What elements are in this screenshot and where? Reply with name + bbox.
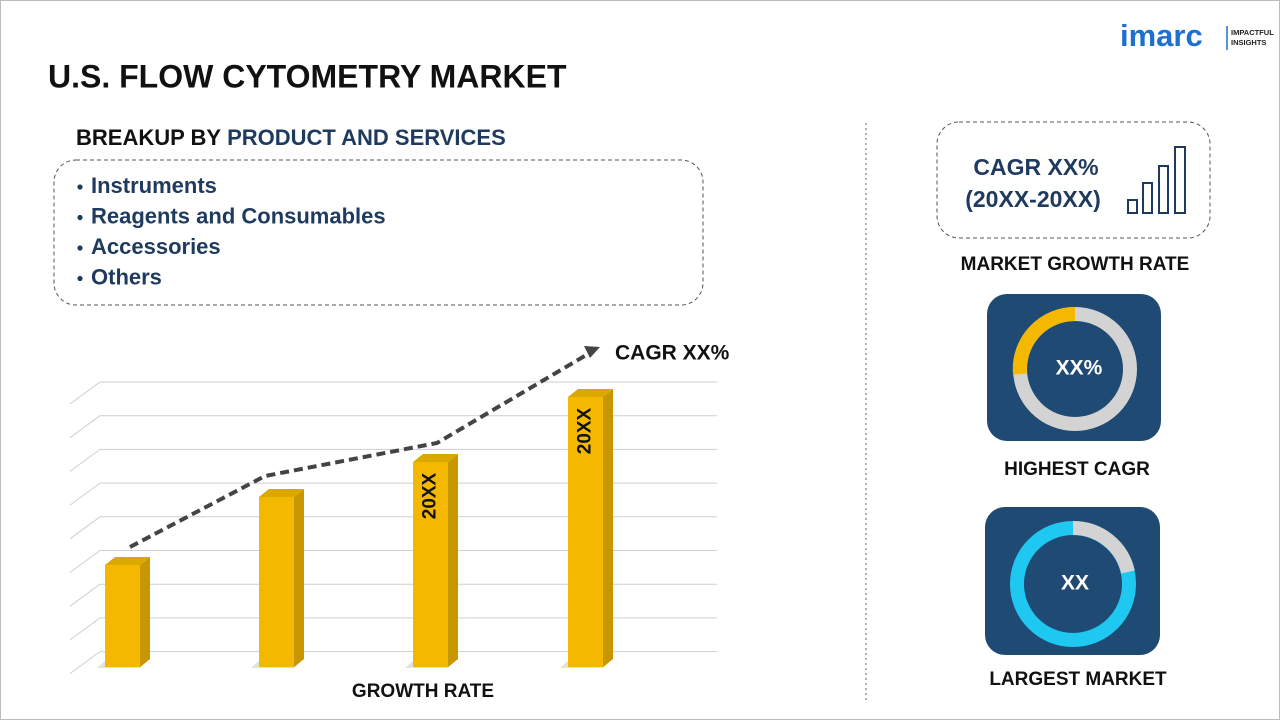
- highest-value: XX%: [1056, 357, 1103, 380]
- growth-value: CAGR XX%: [973, 154, 1098, 180]
- bar-top: [568, 389, 613, 397]
- trend-label: CAGR XX%: [615, 342, 730, 365]
- bar-side: [294, 489, 304, 667]
- grid-slant: [69, 482, 101, 506]
- bar-top: [105, 557, 150, 565]
- highest-caption: HIGHEST CAGR: [1004, 459, 1150, 480]
- bar-label: 20XX: [575, 407, 596, 454]
- grid-slant: [69, 415, 101, 439]
- growth-box: [936, 121, 1211, 239]
- breakup-item: Reagents and Consumables: [91, 203, 386, 228]
- logo-brand: imarc: [1120, 18, 1203, 53]
- breakup-list: Instruments Reagents and Consumables Acces…: [77, 173, 386, 289]
- largest-value: XX: [1061, 572, 1089, 595]
- bar-side: [603, 389, 613, 667]
- bar-top: [413, 454, 458, 462]
- bullet: [77, 245, 83, 251]
- chart-bars: 20XX 20XX: [97, 389, 613, 668]
- bar-front: [105, 565, 140, 667]
- breakup-item: Accessories: [91, 234, 221, 259]
- growth-icon: [1127, 146, 1186, 214]
- breakup-box: [53, 159, 704, 306]
- grid-slant: [69, 617, 101, 641]
- bullet: [77, 184, 83, 190]
- bar-side: [448, 454, 458, 667]
- grid-slant: [69, 381, 101, 405]
- bar-front: [413, 462, 448, 667]
- grid-slant: [69, 448, 101, 472]
- grid-slant: [69, 583, 101, 607]
- bullet: [77, 275, 83, 282]
- breakup-heading: BREAKUP BY PRODUCT AND SERVICES: [76, 125, 506, 150]
- grid-slant: [69, 516, 101, 540]
- breakup-item: Others: [91, 264, 162, 289]
- bar-label: 20XX: [420, 472, 441, 519]
- grid-slant: [69, 651, 101, 675]
- growth-caption: MARKET GROWTH RATE: [961, 254, 1190, 275]
- bar-top: [259, 489, 304, 497]
- chart-caption: GROWTH RATE: [352, 681, 494, 702]
- trend-line: [129, 352, 590, 549]
- logo-tagline: INSIGHTS: [1231, 38, 1266, 47]
- breakup-dimension: PRODUCT AND SERVICES: [227, 125, 506, 150]
- bar-side: [140, 557, 150, 667]
- breakup-item: Instruments: [91, 173, 217, 198]
- title: U.S. FLOW CYTOMETRY MARKET: [48, 58, 567, 94]
- logo-tagline: IMPACTFUL: [1231, 28, 1274, 37]
- breakup-label: BREAKUP BY: [76, 125, 221, 150]
- trend-arrow: [584, 346, 600, 358]
- bar-front: [259, 497, 294, 667]
- largest-arc: [1072, 520, 1135, 574]
- bullet: [77, 214, 83, 221]
- largest-caption: LARGEST MARKET: [989, 669, 1167, 690]
- bar-front: [568, 397, 603, 667]
- growth-period: (20XX-20XX): [965, 186, 1101, 212]
- highest-arc: [1012, 306, 1076, 375]
- grid-slant: [69, 550, 101, 573]
